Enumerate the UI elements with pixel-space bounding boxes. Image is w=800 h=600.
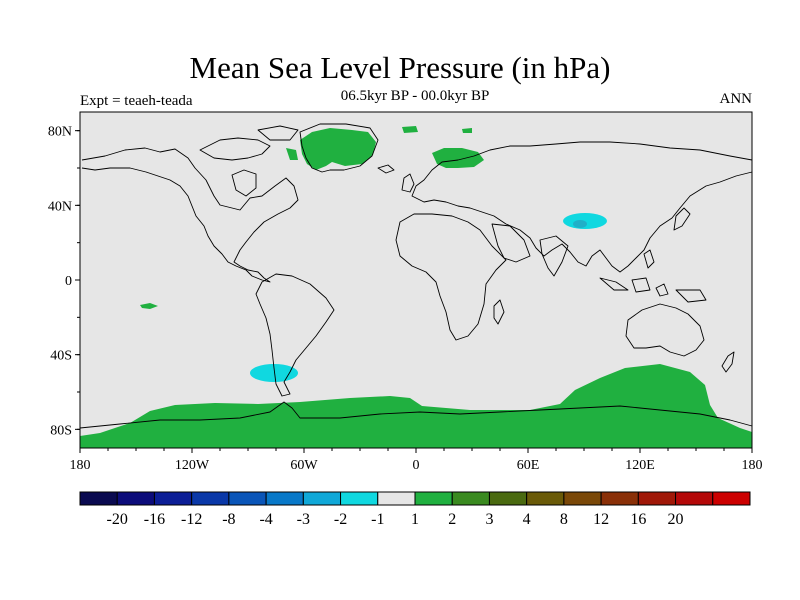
colorbar-swatch — [377, 491, 416, 506]
latitude-axis: 80N 40N 0 40S 80S — [48, 125, 80, 438]
philippines-coast — [643, 249, 655, 269]
svalbard-positive-region — [402, 126, 418, 133]
colorbar-label: 1 — [411, 511, 419, 528]
greenland-coast — [299, 123, 379, 173]
lat-tick-label: 40N — [48, 199, 72, 214]
colorbar-label: 3 — [485, 511, 493, 528]
colorbar-label: 2 — [448, 511, 456, 528]
coastlines — [79, 123, 753, 429]
new-zealand-coast — [721, 351, 735, 373]
colorbar-swatch — [563, 491, 602, 506]
lat-tick-label: 40S — [50, 349, 72, 364]
lon-tick-label: 120E — [625, 458, 655, 473]
arctic-islands-coast — [199, 125, 299, 161]
antarctic-positive-region — [80, 364, 752, 448]
greenland-positive-region — [300, 128, 376, 170]
colorbar-swatch — [488, 491, 528, 506]
lat-tick-label: 0 — [65, 274, 72, 289]
madagascar-coast — [493, 299, 505, 325]
lon-tick-label: 60W — [290, 458, 318, 473]
colorbar-label: -1 — [371, 511, 384, 528]
lon-tick-label: 0 — [413, 458, 420, 473]
australia-coast — [625, 303, 705, 357]
longitude-axis: 180 120W 60W 0 60E 120E 180 — [70, 448, 763, 473]
colorbar-label: 16 — [630, 511, 646, 528]
colorbar-swatch — [79, 491, 118, 506]
colorbar-swatch — [191, 491, 230, 506]
colorbar-swatch — [637, 491, 677, 506]
colorbar-swatch — [228, 491, 267, 506]
lon-tick-label: 120W — [175, 458, 210, 473]
lon-tick-label: 180 — [70, 458, 91, 473]
scandinavia-positive-region — [432, 148, 484, 168]
colorbar-swatch — [675, 491, 714, 506]
iceland-coast — [377, 164, 395, 174]
africa-coast — [395, 213, 507, 341]
colorbar-label: 4 — [523, 511, 531, 528]
colorbar-swatch — [340, 491, 379, 506]
anomaly-layer — [80, 126, 752, 448]
antarctica-coast — [79, 401, 753, 429]
colorbar-swatch — [526, 491, 565, 506]
north-america-coast — [81, 147, 299, 283]
indonesia-coast — [599, 277, 707, 303]
lon-tick-label: 60E — [517, 458, 540, 473]
colorbar-label: -20 — [107, 511, 128, 528]
colorbar-label: 20 — [668, 511, 684, 528]
colorbar-swatch — [302, 491, 342, 506]
colorbar-label: -2 — [334, 511, 347, 528]
colorbar-label: -16 — [144, 511, 165, 528]
colorbar-label: -8 — [222, 511, 235, 528]
lat-tick-label: 80S — [50, 423, 72, 438]
arctic-canada-positive-region — [286, 148, 298, 160]
colorbar: -20 -16 -12 -8 -4 -3 -2 -1 1 2 3 4 8 12 16 20 — [79, 491, 751, 528]
eurasia-coast — [411, 141, 753, 273]
japan-coast — [673, 207, 691, 231]
uk-coast — [401, 173, 415, 193]
season-label: ANN — [719, 91, 753, 107]
colorbar-swatch — [712, 491, 751, 506]
colorbar-label: 8 — [560, 511, 568, 528]
franz-josef-positive-region — [462, 128, 472, 133]
colorbar-swatch — [414, 491, 453, 506]
map-title: Mean Sea Level Pressure (in hPa) — [189, 50, 611, 85]
colorbar-swatch — [153, 491, 193, 506]
experiment-label: Expt = teaeh-teada — [80, 93, 193, 109]
colorbar-label: -3 — [297, 511, 310, 528]
lat-tick-label: 80N — [48, 125, 72, 140]
period-label: 06.5kyr BP - 00.0kyr BP — [340, 88, 490, 104]
arabia-coast — [491, 223, 531, 263]
colorbar-swatch — [451, 491, 490, 506]
lon-tick-label: 180 — [742, 458, 763, 473]
colorbar-label: 12 — [593, 511, 609, 528]
south-america-coast — [255, 273, 335, 397]
colorbar-swatch — [116, 491, 155, 506]
pacific-positive-region — [140, 303, 158, 309]
south-america-negative-region — [250, 364, 298, 382]
colorbar-swatch — [600, 491, 639, 506]
colorbar-label: -12 — [181, 511, 202, 528]
colorbar-label: -4 — [259, 511, 272, 528]
india-coast — [539, 235, 569, 277]
hudson-bay-coast — [231, 169, 257, 197]
tibet-core-region — [573, 220, 587, 228]
colorbar-swatch — [265, 491, 304, 506]
